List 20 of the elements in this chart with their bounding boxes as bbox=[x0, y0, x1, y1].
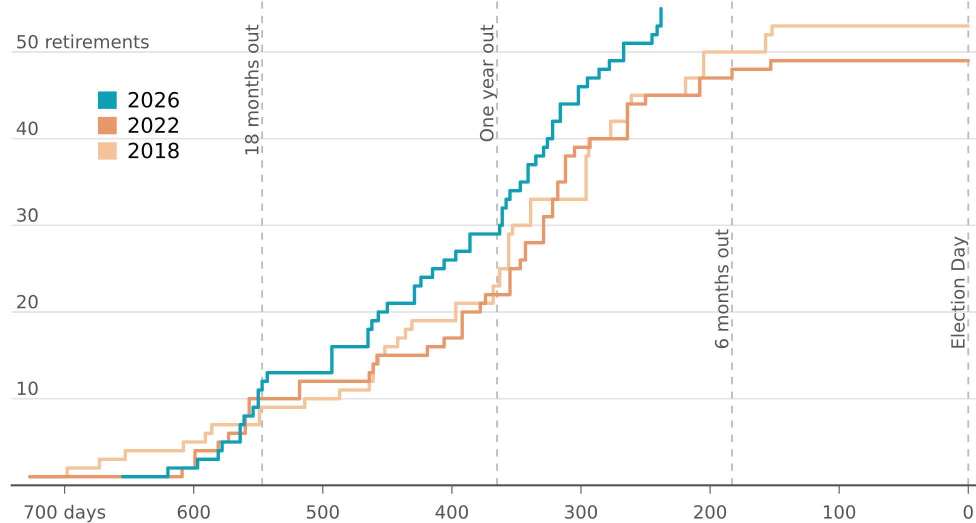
ref-line-label: 18 months out bbox=[244, 24, 259, 154]
legend-label: 2026 bbox=[128, 92, 179, 108]
x-tick-label: 400 bbox=[436, 505, 468, 519]
x-tick-label: 500 bbox=[306, 505, 339, 519]
y-tick-label: 10 bbox=[18, 382, 38, 396]
x-tick-label: 600 bbox=[178, 505, 210, 519]
y-tick-label: 20 bbox=[17, 294, 38, 309]
y-tick-label: 30 bbox=[17, 208, 38, 222]
x-tick-label: 200 bbox=[694, 505, 726, 519]
legend-label: 2022 bbox=[128, 117, 178, 134]
y-tick-label: 40 bbox=[16, 122, 38, 136]
ref-line-label: 6 months out bbox=[714, 229, 729, 348]
y-tick-label: 50 retirements bbox=[17, 34, 149, 49]
x-tick-label: 700 days bbox=[24, 504, 106, 522]
legend-label: 2018 bbox=[128, 142, 179, 158]
ref-line-label: One year out bbox=[480, 24, 498, 142]
ref-line-label: Election Day bbox=[950, 236, 968, 348]
x-tick-label: 300 bbox=[565, 505, 598, 519]
x-tick-label: 0 bbox=[964, 505, 973, 519]
x-tick-label: 100 bbox=[824, 505, 856, 519]
